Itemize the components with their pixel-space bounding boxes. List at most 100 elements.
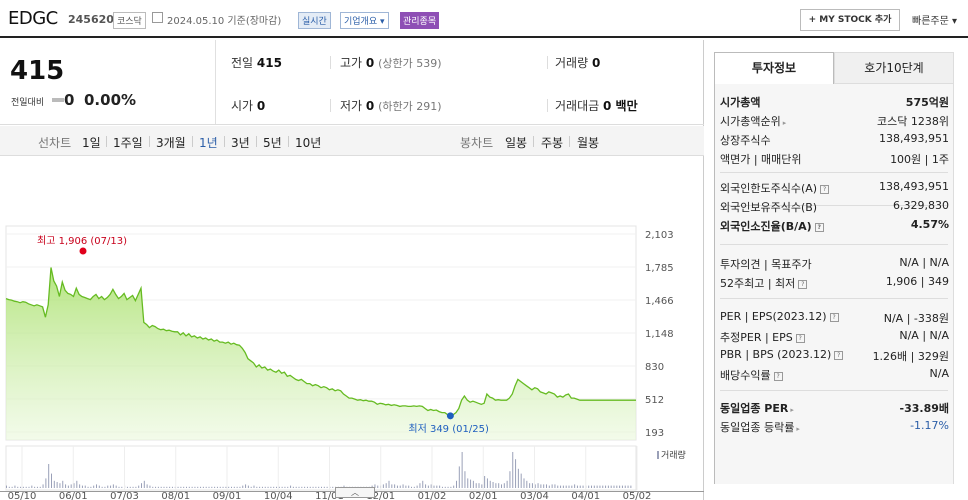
volume-bar <box>546 484 547 488</box>
volume-bar <box>132 486 134 488</box>
arrow-right-icon[interactable]: ▸ <box>790 406 794 414</box>
volume-bar <box>115 485 117 488</box>
info-row-value: 6,329,830 <box>893 199 949 212</box>
volume-bar <box>456 480 457 488</box>
divider <box>224 136 225 147</box>
volume-bar <box>526 480 528 488</box>
volume-bar <box>183 486 185 488</box>
volume-bar <box>534 484 536 488</box>
info-row: 52주최고 | 최저? 1,906 | 349 <box>715 275 955 293</box>
info-row-label: 동일업종 PER ▸ <box>720 402 794 415</box>
volume-bar <box>610 485 612 488</box>
volume-bar <box>523 478 525 488</box>
add-mystock-button[interactable]: + MY STOCK 추가 <box>800 9 900 31</box>
tab-1w[interactable]: 1주일 <box>113 136 143 150</box>
info-row-value: N/A | -338원 <box>883 312 949 325</box>
tab-weekly-candle[interactable]: 주봉 <box>541 136 564 150</box>
price-chart[interactable]: 2,103 1,785 1,466 1,148 830 512 193 최고 1,906 (0… <box>0 156 704 500</box>
x-tick-label: 10/04 <box>264 491 293 500</box>
tab-3m[interactable]: 3개월 <box>156 136 186 150</box>
low-annotation: 최저 349 (01/25) <box>408 423 489 435</box>
volume-bar <box>273 486 275 488</box>
tab-orderbook-10[interactable]: 호가10단계 <box>834 52 954 84</box>
calendar-icon <box>152 12 163 23</box>
info-row-label: 외국인소진율(B/A)? <box>720 218 824 234</box>
info-row-value: 1.26배 | 329원 <box>872 350 949 363</box>
volume-bar <box>515 459 517 488</box>
low-price: 저가 0 (하한가 291) <box>340 99 442 113</box>
volume-bar <box>568 485 570 488</box>
help-icon[interactable]: ? <box>773 371 783 381</box>
volume-bar <box>216 486 218 488</box>
volume-bar <box>228 486 230 488</box>
tab-3y[interactable]: 3년 <box>231 136 250 150</box>
tab-investment-info[interactable]: 투자정보 <box>714 52 834 84</box>
tab-10y[interactable]: 10년 <box>295 136 322 150</box>
company-overview-dropdown[interactable]: 기업개요 ▾ <box>340 12 389 29</box>
volume-bar <box>582 485 584 488</box>
volume-bar <box>284 486 286 488</box>
volume-bar <box>194 486 196 488</box>
volume-bar <box>472 480 474 488</box>
help-icon[interactable]: ? <box>795 333 805 343</box>
volume-bar <box>579 485 581 488</box>
volume-bar <box>276 486 277 488</box>
y-tick-label: 1,466 <box>645 296 674 307</box>
tab-daily-candle[interactable]: 일봉 <box>505 136 528 150</box>
info-row-label: 추정PER | EPS? <box>720 329 805 345</box>
volume-bar <box>605 485 607 488</box>
market-badge: 코스닥 <box>113 12 146 29</box>
change-percent: 0.00% <box>84 91 137 109</box>
y-tick-label: 830 <box>645 362 664 373</box>
volume-bar <box>143 480 145 488</box>
divider <box>720 390 948 391</box>
realtime-button[interactable]: 실시간 <box>298 12 331 29</box>
tab-5y[interactable]: 5년 <box>263 136 282 150</box>
info-row-value: 코스닥 1238위 <box>877 115 949 128</box>
volume-bar <box>630 485 632 488</box>
volume-bar <box>588 485 590 488</box>
arrow-right-icon[interactable]: ▸ <box>782 119 787 127</box>
stock-header: EDGC 245620 코스닥 2024.05.10 기준(장마감) 실시간 기… <box>0 0 968 38</box>
volume-bar <box>233 486 235 488</box>
collapse-chart-button[interactable]: ︿ <box>335 487 375 498</box>
help-icon[interactable]: ? <box>798 279 808 289</box>
volume-bar <box>596 485 598 488</box>
volume-bar <box>318 486 320 488</box>
volume-bar <box>39 486 41 488</box>
tab-monthly-candle[interactable]: 월봉 <box>577 136 600 150</box>
volume-bar <box>323 486 325 488</box>
quick-order-dropdown[interactable]: 빠른주문 ▾ <box>912 16 957 27</box>
info-row-label: 시가총액 <box>720 96 761 109</box>
help-icon[interactable]: ? <box>834 350 844 360</box>
help-icon[interactable]: ? <box>820 184 830 194</box>
volume-bar <box>121 486 123 488</box>
volume-bar <box>152 486 154 488</box>
volume-bar <box>450 486 452 488</box>
volume-bar <box>17 486 19 488</box>
divider <box>192 136 193 147</box>
volume-bar <box>591 485 592 488</box>
volume-bar <box>312 486 314 488</box>
help-icon[interactable]: ? <box>814 222 824 232</box>
divider <box>0 124 704 125</box>
volume-bar <box>377 485 379 488</box>
volume-bar <box>76 480 78 488</box>
volume-bar <box>171 486 173 488</box>
arrow-right-icon[interactable]: ▸ <box>796 425 800 433</box>
tab-1d[interactable]: 1일 <box>82 136 101 150</box>
volume-bar <box>489 480 491 488</box>
volume-bar <box>453 485 455 488</box>
volume-bar <box>270 486 272 488</box>
volume-bar <box>264 486 266 488</box>
tab-1y[interactable]: 1년 <box>199 136 218 150</box>
volume-bar <box>492 482 494 488</box>
volume-bar <box>25 486 27 488</box>
info-row: 추정PER | EPS? N/A | N/A <box>715 329 955 347</box>
help-icon[interactable]: ? <box>829 312 839 322</box>
info-row: 투자의견 | 목표주가 N/A | N/A <box>715 256 955 274</box>
volume-bar <box>565 485 567 488</box>
volume-bar <box>616 485 618 488</box>
y-tick-label: 512 <box>645 395 664 406</box>
volume-bar <box>191 486 193 488</box>
